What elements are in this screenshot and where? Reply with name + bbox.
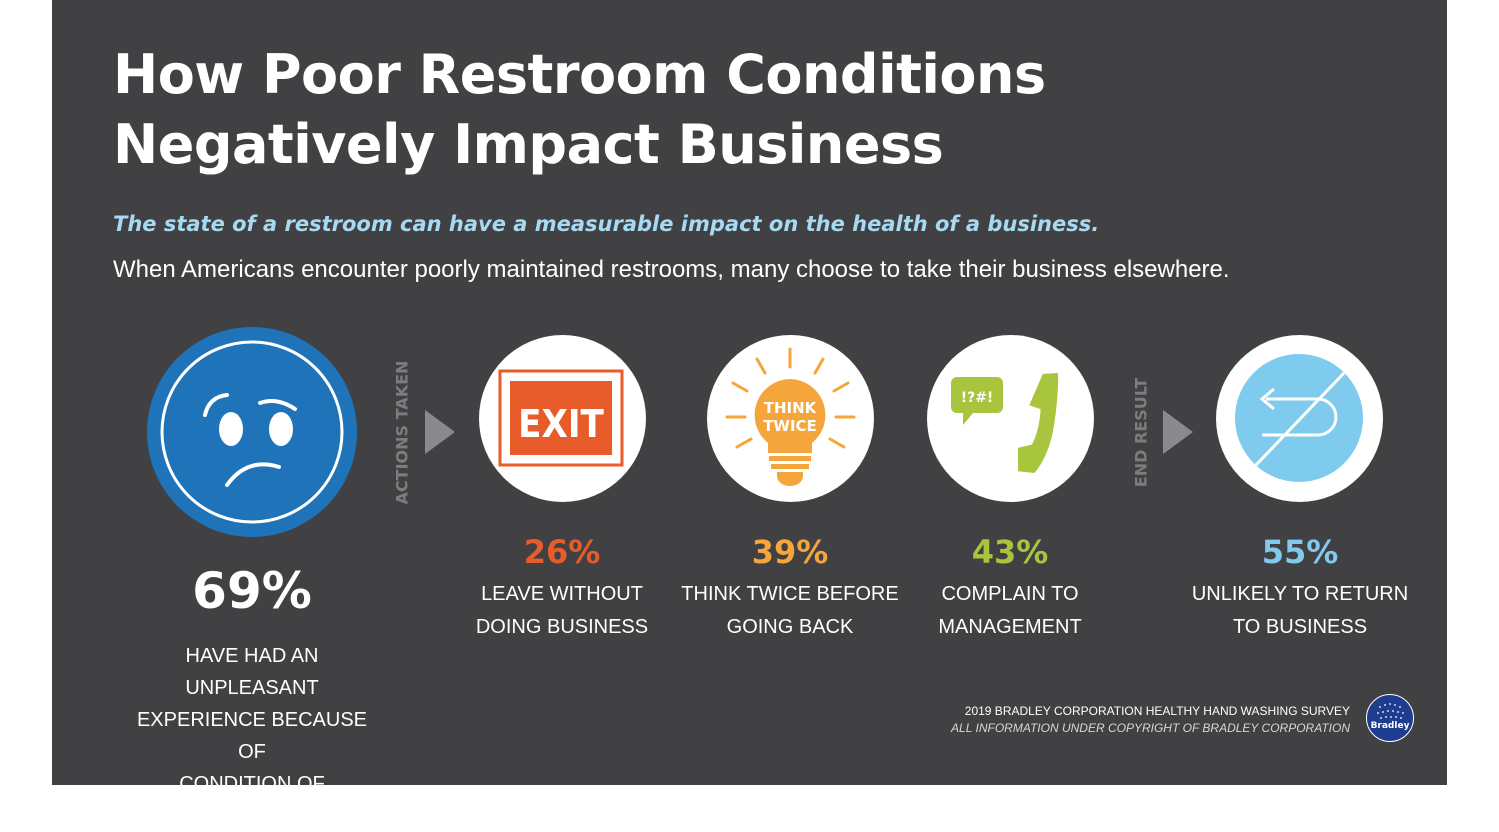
copyright-notice: ALL INFORMATION UNDER COPYRIGHT OF BRADL… (951, 721, 1350, 735)
actions-taken-label: ACTIONS TAKEN (392, 360, 412, 505)
svg-text:!?#!: !?#! (961, 390, 994, 406)
title-line-2: Negatively Impact Business (113, 113, 944, 176)
label-line: CONDITION OF RESTROOM (179, 773, 325, 827)
main-stat-value: 69% (192, 562, 312, 620)
label-line: LEAVE WITHOUT (481, 583, 643, 605)
stat-leave-value: 26% (523, 533, 601, 571)
stat-think-twice-label: THINK TWICE BEFORE GOING BACK (660, 578, 920, 644)
title-line-1: How Poor Restroom Conditions (113, 43, 1046, 106)
intro-text: When Americans encounter poorly maintain… (113, 256, 1230, 283)
bradley-logo: Bradley (1366, 694, 1414, 742)
no-return-icon (1216, 335, 1383, 502)
stat-think-twice-value: 39% (751, 533, 829, 571)
end-result-label: END RESULT (1131, 377, 1151, 488)
label-line: MANAGEMENT (938, 616, 1082, 638)
label-line: GOING BACK (726, 616, 854, 638)
stat-complain-label: COMPLAIN TO MANAGEMENT (880, 578, 1140, 644)
subtitle: The state of a restroom can have a measu… (113, 212, 1100, 236)
confused-face-icon (147, 327, 357, 537)
stat-unlikely-return-label: UNLIKELY TO RETURN TO BUSINESS (1170, 578, 1430, 644)
arrow-right-icon (425, 410, 455, 454)
exit-sign-icon: EXIT (479, 335, 646, 502)
label-line: TO BUSINESS (1232, 616, 1368, 638)
stat-leave-label: LEAVE WITHOUT DOING BUSINESS (432, 578, 692, 644)
survey-source: 2019 BRADLEY CORPORATION HEALTHY HAND WA… (964, 704, 1350, 718)
page-title: How Poor Restroom Conditions Negatively … (113, 40, 1046, 180)
label-line: COMPLAIN TO (941, 583, 1079, 605)
main-stat-label: HAVE HAD AN UNPLEASANT EXPERIENCE BECAUS… (122, 640, 382, 832)
label-line: UNLIKELY TO RETURN (1191, 583, 1409, 605)
arrow-right-icon (1163, 410, 1193, 454)
phone-complaint-icon: !?#! (927, 335, 1094, 502)
stat-unlikely-return-value: 55% (1261, 533, 1339, 571)
svg-text:TWICE: TWICE (763, 417, 817, 435)
svg-text:EXIT: EXIT (518, 402, 604, 446)
label-line: EXPERIENCE BECAUSE OF (136, 709, 368, 763)
stat-complain-value: 43% (971, 533, 1049, 571)
svg-text:THINK: THINK (764, 399, 818, 417)
label-line: DOING BUSINESS (475, 616, 649, 638)
label-line: THINK TWICE BEFORE (681, 583, 899, 605)
lightbulb-icon: THINK TWICE (707, 335, 874, 502)
label-line: HAVE HAD AN UNPLEASANT (185, 645, 319, 699)
svg-text:Bradley: Bradley (1371, 721, 1410, 731)
